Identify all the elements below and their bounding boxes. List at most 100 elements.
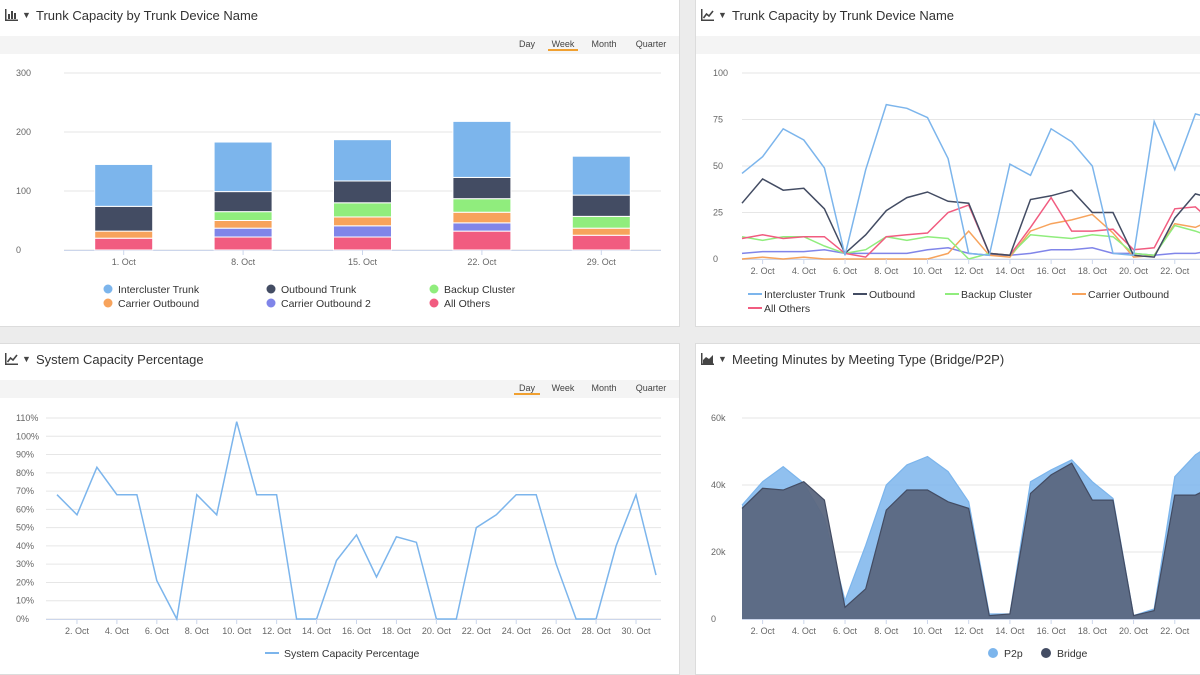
x-tick-label: 26. Oct	[542, 626, 572, 636]
line-chart-icon[interactable]	[5, 353, 18, 365]
y-tick-label: 20%	[16, 577, 34, 587]
x-tick-label: 12. Oct	[954, 266, 984, 276]
bar-segment	[571, 194, 631, 217]
bar-segment	[452, 198, 512, 213]
x-tick-label: 12. Oct	[262, 626, 292, 636]
legend-label: Intercluster Trunk	[118, 284, 200, 296]
series-line	[741, 103, 1200, 257]
bar-segment	[452, 211, 512, 224]
x-tick-label: 6. Oct	[833, 626, 858, 636]
y-tick-label: 300	[16, 68, 31, 78]
range-week-button[interactable]: Week	[551, 383, 575, 393]
chart-type-dropdown-icon[interactable]: ▼	[22, 10, 31, 20]
legend-label: Backup Cluster	[961, 289, 1033, 301]
range-quarter-button[interactable]: Quarter	[635, 383, 667, 393]
range-day-button[interactable]: Day	[514, 383, 540, 395]
legend-marker	[429, 284, 439, 294]
bar-segment	[213, 236, 273, 251]
x-tick-label: 4. Oct	[105, 626, 130, 636]
y-tick-label: 50%	[16, 523, 34, 533]
legend-label: Intercluster Trunk	[764, 289, 846, 301]
line-chart-icon[interactable]	[701, 9, 714, 21]
bar-segment	[452, 120, 512, 178]
multi-line-chart: 0 25 50 75 100 2. Oct 4. Oct 6. Oct 8. Oct 10. Oc…	[713, 68, 1200, 315]
x-tick-label: 12. Oct	[954, 626, 984, 636]
legend-marker	[103, 298, 113, 308]
bar-segment	[452, 176, 512, 200]
panel-title: Trunk Capacity by Trunk Device Name	[36, 8, 259, 23]
y-tick-label: 10%	[16, 596, 34, 606]
y-tick-label: 90%	[16, 450, 34, 460]
x-tick-label: 16. Oct	[1037, 626, 1067, 636]
area-line	[741, 462, 1200, 617]
range-quarter-button[interactable]: Quarter	[635, 39, 667, 49]
x-tick-label: 29. Oct	[587, 257, 617, 267]
y-tick-label: 0	[16, 245, 21, 255]
range-selector: Day Week Month Quarter	[0, 36, 679, 54]
panel-title: Trunk Capacity by Trunk Device Name	[732, 8, 955, 23]
chart-type-dropdown-icon[interactable]: ▼	[22, 354, 31, 364]
range-month-button[interactable]: Month	[591, 383, 617, 393]
bar-segment	[571, 227, 631, 236]
y-tick-label: 60%	[16, 504, 34, 514]
bar-segment	[452, 230, 512, 251]
chart-type-dropdown-icon[interactable]: ▼	[718, 10, 727, 20]
y-tick-label: 50	[713, 161, 723, 171]
x-tick-label: 4. Oct	[792, 626, 817, 636]
y-tick-label: 0	[711, 614, 716, 624]
y-tick-label: 75	[713, 115, 723, 125]
legend-label: Backup Cluster	[444, 284, 516, 296]
range-month-button[interactable]: Month	[591, 39, 617, 49]
bar-segment	[94, 230, 154, 239]
y-tick-label: 30%	[16, 559, 34, 569]
panel-trunk-capacity-bar: ▼ Trunk Capacity by Trunk Device Name Da…	[0, 0, 680, 327]
stacked-bar-chart: 0 100 200 300 1. Oct 8. Oct 15. Oct 22. Oct 29. …	[16, 68, 661, 310]
x-tick-label: 16. Oct	[1037, 266, 1067, 276]
legend-marker	[266, 298, 276, 308]
legend-marker	[429, 298, 439, 308]
y-tick-label: 100%	[16, 431, 39, 441]
range-week-button[interactable]: Week	[548, 39, 578, 51]
bar-segment	[213, 211, 273, 221]
bar-segment	[452, 222, 512, 232]
x-tick-label: 22. Oct	[462, 626, 492, 636]
y-tick-label: 60k	[711, 413, 726, 423]
y-tick-label: 100	[16, 186, 31, 196]
area-chart-icon[interactable]	[701, 353, 714, 365]
panel-meeting-minutes: ▼ Meeting Minutes by Meeting Type (Bridg…	[695, 343, 1200, 675]
x-tick-label: 15. Oct	[348, 257, 378, 267]
range-day-button[interactable]: Day	[518, 39, 535, 49]
series-line	[56, 421, 657, 622]
legend-label: All Others	[764, 303, 810, 315]
legend-marker	[1041, 648, 1051, 658]
bar-segment	[94, 205, 154, 232]
x-tick-label: 1. Oct	[112, 257, 137, 267]
x-tick-label: 2. Oct	[751, 266, 776, 276]
x-tick-label: 4. Oct	[792, 266, 817, 276]
x-tick-label: 10. Oct	[222, 626, 252, 636]
chart-type-dropdown-icon[interactable]: ▼	[718, 354, 727, 364]
x-tick-label: 8. Oct	[874, 626, 899, 636]
bar-segment	[94, 237, 154, 251]
bar-segment	[571, 234, 631, 251]
x-tick-label: 22. Oct	[1160, 626, 1190, 636]
bar-segment	[213, 191, 273, 213]
panel-trunk-capacity-line: ▼ Trunk Capacity by Trunk Device Name 0 2…	[695, 0, 1200, 327]
bar-segment	[571, 215, 631, 229]
bar-segment	[333, 236, 392, 251]
x-tick-label: 20. Oct	[1119, 626, 1149, 636]
legend-label: Carrier Outbound	[1088, 289, 1169, 301]
y-tick-label: 20k	[711, 547, 726, 557]
bar-segment	[333, 180, 392, 204]
panel-header: ▼ System Capacity Percentage	[0, 344, 679, 374]
legend-label: All Others	[444, 298, 490, 310]
y-tick-label: 25	[713, 208, 723, 218]
legend-marker	[988, 648, 998, 658]
y-tick-label: 40k	[711, 480, 726, 490]
x-tick-label: 8. Oct	[874, 266, 899, 276]
y-tick-label: 0%	[16, 614, 29, 624]
area-fill	[742, 463, 1200, 619]
bar-chart-icon[interactable]	[5, 9, 18, 21]
panel-header: ▼ Trunk Capacity by Trunk Device Name	[0, 0, 679, 30]
x-tick-label: 8. Oct	[231, 257, 256, 267]
